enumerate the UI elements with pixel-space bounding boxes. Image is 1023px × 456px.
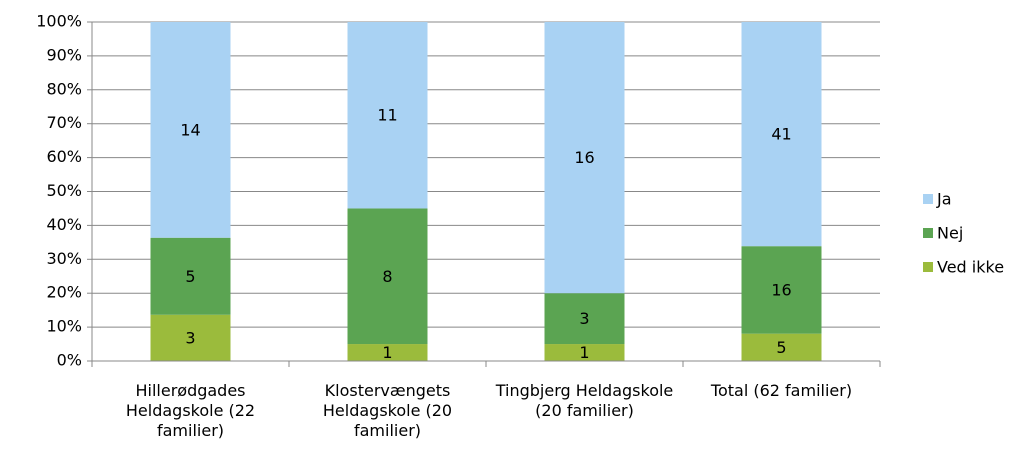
data-label: 8 [382, 267, 392, 286]
legend-swatch [923, 262, 933, 272]
y-tick-label: 20% [46, 283, 82, 302]
data-label: 16 [771, 280, 791, 299]
bar-segment [150, 237, 231, 315]
bar-segment [741, 246, 822, 334]
data-label: 1 [579, 343, 589, 362]
data-label: 3 [185, 328, 195, 347]
y-tick-label: 60% [46, 147, 82, 166]
bar-segment [347, 208, 428, 345]
legend-label: Nej [937, 224, 963, 243]
bar-segment [150, 22, 231, 238]
y-tick-label: 30% [46, 249, 82, 268]
x-tick-label: Hillerødgades Heldagskole (22 familier) [125, 381, 256, 440]
bar-segment [150, 314, 231, 361]
y-tick-label: 40% [46, 215, 82, 234]
y-tick-label: 70% [46, 113, 82, 132]
bar-segment [741, 22, 822, 247]
y-tick-label: 80% [46, 79, 82, 98]
legend-label: Ja [936, 190, 952, 209]
y-tick-label: 0% [57, 351, 82, 370]
bar-segment [347, 22, 428, 209]
data-label: 5 [776, 338, 786, 357]
data-label: 16 [574, 148, 594, 167]
legend-label: Ved ikke [937, 258, 1004, 277]
data-label: 3 [579, 309, 589, 328]
data-label: 1 [382, 343, 392, 362]
data-label: 14 [180, 120, 200, 139]
data-label: 11 [377, 106, 397, 125]
x-tick-label: Klostervængets Heldagskole (20 familier) [322, 381, 453, 440]
y-tick-label: 10% [46, 317, 82, 336]
y-tick-label: 50% [46, 181, 82, 200]
bar-segment [347, 344, 428, 361]
data-label: 5 [185, 267, 195, 286]
bar-segment [544, 293, 625, 345]
x-tick-label: Total (62 familier) [710, 381, 853, 400]
x-tick-label: Tingbjerg Heldagskole (20 familier) [495, 381, 674, 420]
bar-segment [544, 344, 625, 361]
bar-segment [741, 333, 822, 361]
data-label: 41 [771, 125, 791, 144]
bar-segment [544, 22, 625, 294]
legend-swatch [923, 228, 933, 238]
legend-swatch [923, 194, 933, 204]
y-tick-label: 100% [36, 12, 82, 31]
y-tick-label: 90% [46, 45, 82, 64]
